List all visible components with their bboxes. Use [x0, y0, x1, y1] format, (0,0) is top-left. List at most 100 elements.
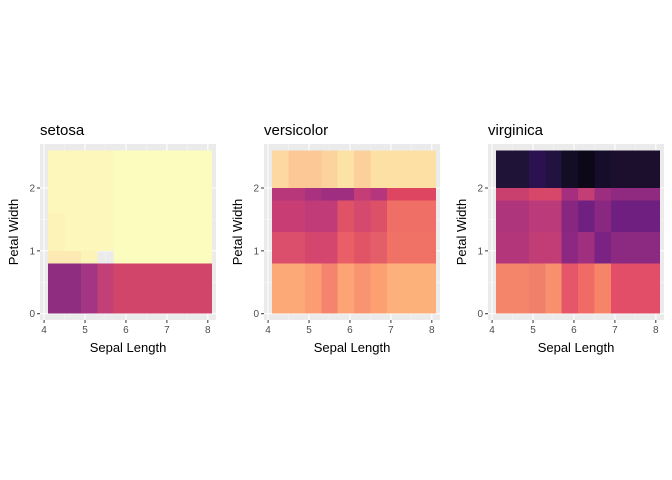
heatmap-cell: [337, 263, 355, 314]
heatmap-cell: [610, 263, 660, 314]
heatmap-cell: [48, 213, 65, 251]
y-axis-label: Petal Width: [230, 199, 245, 265]
heatmap-cell: [80, 250, 98, 264]
x-axis-label: Sepal Length: [538, 340, 615, 355]
heatmap-cell: [545, 150, 562, 188]
heatmap-cell: [578, 150, 595, 188]
heatmap-cell: [594, 200, 611, 232]
heatmap-cell: [48, 150, 114, 214]
heatmap-cell: [561, 232, 579, 264]
heatmap-cell: [97, 263, 114, 314]
heatmap-cell: [528, 232, 562, 264]
y-tick-label: 2: [477, 184, 483, 195]
facet-panel-versicolor: versicolor 4 5 6 7 8 0 1 2 Sepal Length Petal Widt…: [230, 122, 440, 355]
heatmap-cell: [370, 263, 387, 314]
heatmap-cell: [304, 263, 322, 314]
heatmap-cell: [272, 188, 305, 201]
heatmap-cell: [561, 188, 579, 201]
heatmap-cell: [578, 263, 595, 314]
heatmap-cell: [272, 200, 305, 232]
x-tick-label: 8: [653, 325, 659, 336]
heatmap-cell: [386, 232, 436, 264]
y-tick-label: 1: [29, 246, 35, 257]
heatmap-cell: [354, 200, 371, 232]
heatmap-cell: [610, 200, 660, 232]
heatmap-cell: [496, 200, 529, 232]
heatmap-cell: [594, 232, 611, 264]
y-tick-label: 2: [29, 184, 35, 195]
heatmap-cell: [594, 263, 611, 314]
facet-title: versicolor: [264, 122, 328, 139]
heatmap-cell: [578, 188, 595, 201]
heatmap-cell: [354, 263, 371, 314]
facet-title: virginica: [488, 122, 544, 139]
y-tick-label: 2: [253, 184, 259, 195]
x-axis-label: Sepal Length: [314, 340, 391, 355]
heatmap-cell: [561, 200, 579, 232]
y-tick-label: 0: [477, 309, 483, 320]
heatmap-cell: [496, 188, 529, 201]
heatmap-cell: [370, 200, 387, 232]
y-tick-label: 0: [29, 309, 35, 320]
heatmap-cell: [304, 200, 338, 232]
x-tick-label: 4: [489, 325, 495, 336]
heatmap-cell: [354, 188, 371, 201]
x-tick-label: 5: [82, 325, 88, 336]
heatmap-cell: [610, 232, 660, 264]
heatmap-cell: [386, 263, 436, 314]
heatmap-cell: [594, 150, 611, 188]
heatmap-cell: [304, 188, 322, 201]
heatmap-cell: [528, 200, 562, 232]
x-tick-label: 8: [205, 325, 211, 336]
heatmap-cell: [113, 150, 212, 264]
facet-panel-virginica: virginica 4 5 6 7 8 0 1 2 Sepal Length Petal Width: [454, 122, 664, 355]
x-tick-label: 6: [123, 325, 129, 336]
y-axis-label: Petal Width: [454, 199, 469, 265]
heatmap-cell: [113, 263, 212, 314]
x-tick-label: 7: [388, 325, 394, 336]
x-tick-label: 6: [571, 325, 577, 336]
heatmap-cell: [496, 263, 529, 314]
heatmap-cell: [561, 263, 579, 314]
heatmap-cell: [48, 250, 81, 264]
heatmap-cell: [594, 188, 611, 201]
heatmap-cell: [386, 200, 436, 232]
heatmap-cell: [496, 150, 529, 188]
heatmap-cell: [610, 150, 660, 188]
heatmap-cell: [272, 232, 305, 264]
heatmap-cell: [496, 232, 529, 264]
heatmap-cell: [80, 263, 98, 314]
heatmap-cell: [578, 232, 595, 264]
x-tick-label: 4: [41, 325, 47, 336]
heatmap-cell: [528, 150, 546, 188]
heatmap-cell: [386, 188, 436, 201]
heatmap-cell: [337, 232, 355, 264]
x-tick-label: 5: [306, 325, 312, 336]
heatmap-cell: [321, 263, 338, 314]
x-tick-label: 7: [164, 325, 170, 336]
heatmap-cell: [370, 188, 387, 201]
x-axis-label: Sepal Length: [90, 340, 167, 355]
x-tick-label: 5: [530, 325, 536, 336]
x-tick-label: 8: [429, 325, 435, 336]
y-tick-label: 1: [253, 246, 259, 257]
heatmap-cell: [321, 188, 355, 201]
x-tick-label: 4: [265, 325, 271, 336]
heatmap-cell: [610, 188, 660, 201]
heatmap-cell: [48, 263, 81, 314]
heatmap-cell: [578, 200, 595, 232]
y-tick-label: 1: [477, 246, 483, 257]
heatmap-cell: [370, 232, 387, 264]
facet-panel-setosa: setosa 4 5 6 7 8 0 1 2 Sepal Length Petal Width: [6, 122, 216, 355]
heatmap-cell: [354, 232, 371, 264]
y-tick-label: 0: [253, 309, 259, 320]
x-tick-label: 6: [347, 325, 353, 336]
x-tick-label: 7: [612, 325, 618, 336]
heatmap-cell: [64, 213, 114, 251]
heatmap-cell: [272, 263, 305, 314]
heatmap-cell: [528, 263, 546, 314]
heatmap-cell: [337, 200, 355, 232]
heatmap-cell: [545, 263, 562, 314]
heatmap-cell: [304, 232, 338, 264]
